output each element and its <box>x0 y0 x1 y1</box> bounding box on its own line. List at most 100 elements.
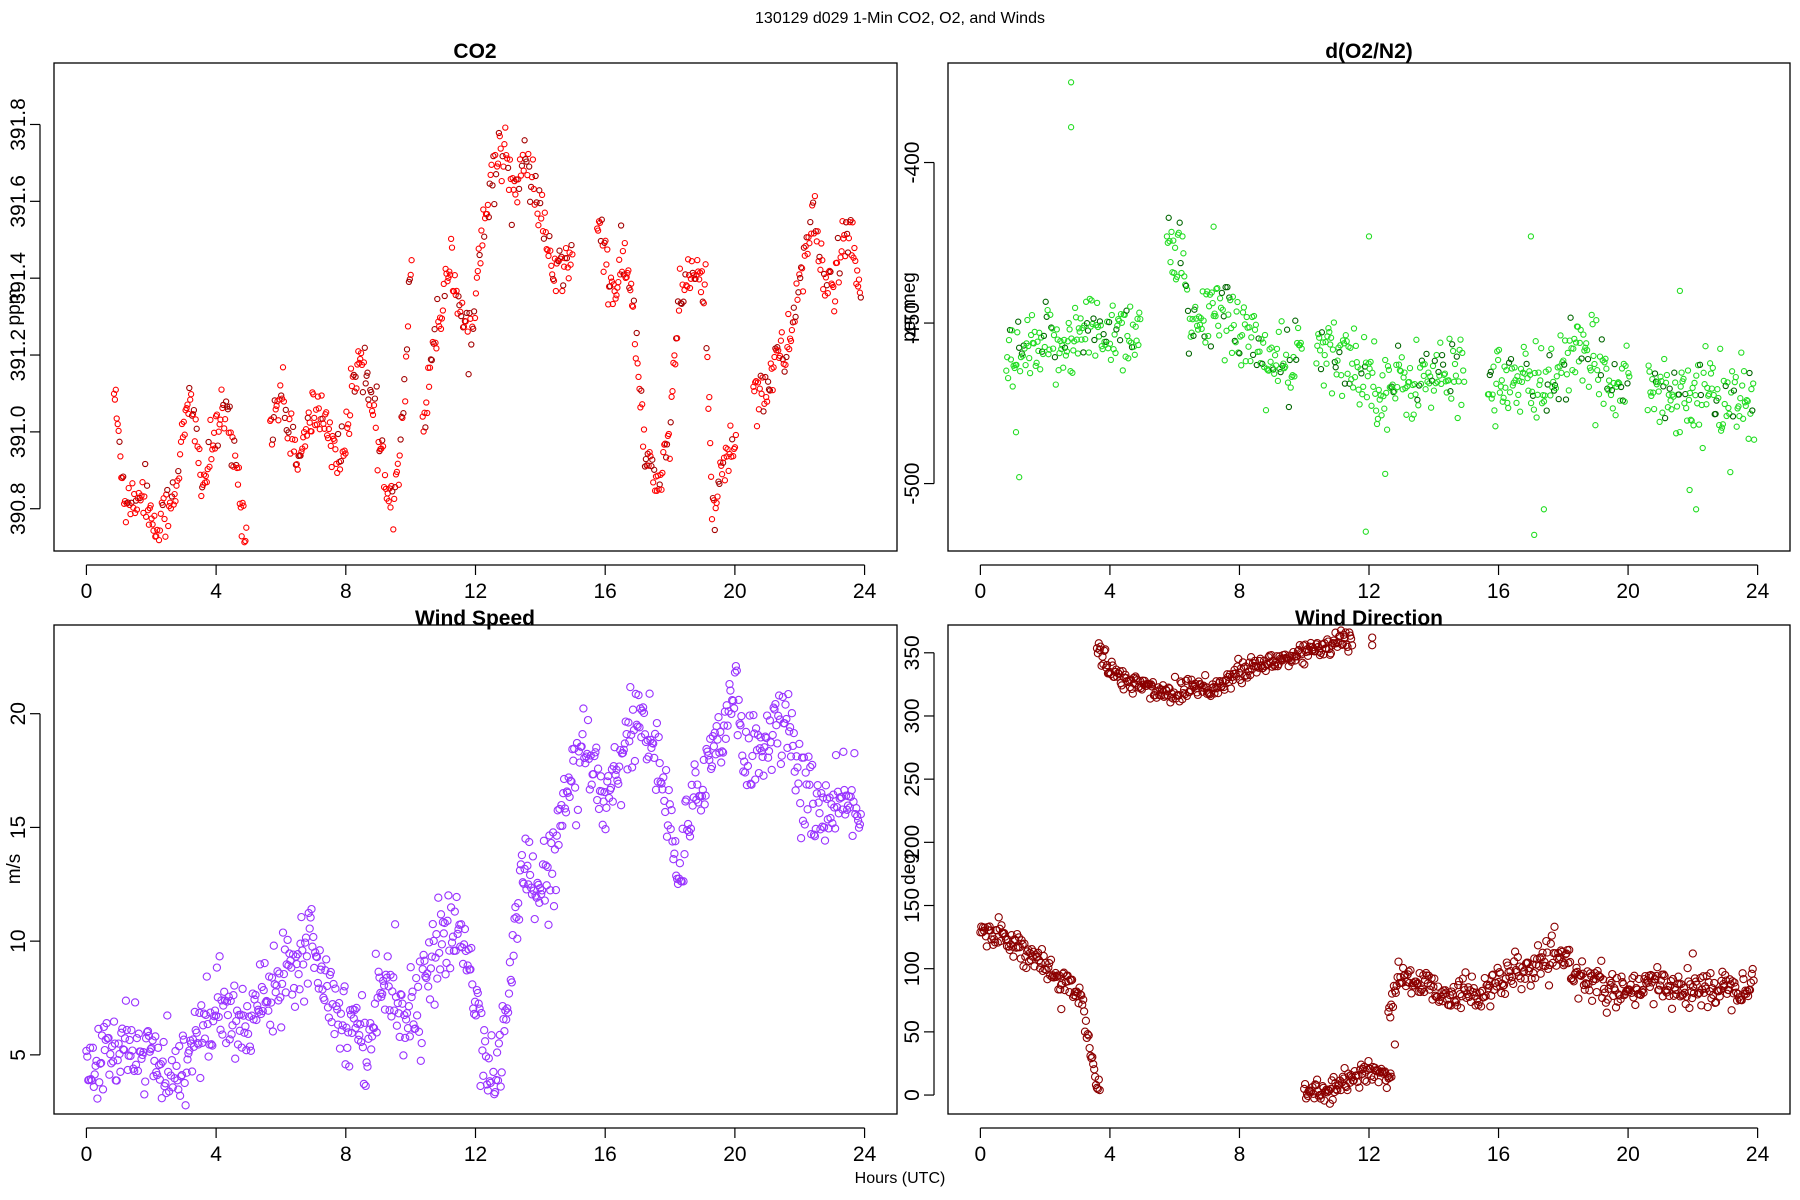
wspd-data-point <box>93 1094 102 1103</box>
o2-data-point <box>1445 377 1452 384</box>
co2-data-point <box>342 450 349 457</box>
wspd-data-point <box>201 1010 210 1020</box>
wspd-data-point <box>655 758 664 768</box>
o2-data-point <box>1042 298 1049 305</box>
wdir-data-point <box>985 922 994 931</box>
wspd-data-point <box>266 998 276 1007</box>
co2-data-point <box>155 536 163 544</box>
wspd-data-point <box>802 780 811 789</box>
o2-data-point <box>1686 389 1694 397</box>
wspd-data-point <box>494 1039 504 1048</box>
co2-data-point <box>446 268 453 275</box>
o2-y-tick-label: -400 <box>901 142 924 184</box>
wspd-data-point <box>699 755 708 765</box>
wspd-data-point <box>666 824 675 834</box>
co2-data-point <box>282 406 289 414</box>
wspd-data-point <box>447 938 457 947</box>
wind-direction-ylabel: deg <box>899 853 920 885</box>
o2-data-point <box>1522 350 1529 357</box>
o2-x-tick-label: 0 <box>975 580 987 603</box>
o2-data-point <box>1587 367 1594 374</box>
co2-data-point <box>336 466 344 473</box>
o2-data-point <box>1496 389 1504 396</box>
o2-data-point <box>1501 363 1508 370</box>
figure-xlabel: Hours (UTC) <box>855 1170 946 1187</box>
co2-ylabel: ppm <box>4 289 25 326</box>
wspd-data-point <box>253 1001 262 1010</box>
co2-data-point <box>533 199 540 206</box>
wdir-data-point <box>1565 957 1575 967</box>
wspd-data-point <box>108 1057 118 1066</box>
co2-data-point <box>390 526 397 533</box>
o2-data-point <box>1696 361 1704 368</box>
o2-data-point <box>1506 389 1514 396</box>
wspd-data-point <box>850 749 859 758</box>
wdir-data-point <box>1617 972 1626 981</box>
wdir-data-point <box>1621 987 1631 996</box>
co2-data-point <box>426 364 434 371</box>
wspd-data-point <box>223 1010 233 1020</box>
o2-data-point <box>1358 370 1365 377</box>
o2-data-point <box>1677 383 1684 390</box>
o2-data-point <box>1606 383 1614 390</box>
wspd-data-point <box>656 777 665 787</box>
o2-data-point <box>1562 396 1570 403</box>
co2-data-point <box>725 467 732 475</box>
wdir-data-point <box>1301 1094 1311 1103</box>
wspd-data-point <box>716 727 725 737</box>
o2-data-point <box>1449 341 1456 348</box>
wspd-data-point <box>96 1058 106 1068</box>
co2-data-point <box>147 502 154 509</box>
o2-data-point <box>1362 528 1369 535</box>
wdir-data-point <box>1668 974 1678 984</box>
o2-data-point <box>1022 361 1029 369</box>
wdir-data-point <box>1483 980 1492 989</box>
co2-data-point <box>547 247 554 254</box>
o2-data-point <box>1594 376 1602 383</box>
o2-data-point <box>1259 360 1266 367</box>
wspd-data-point <box>258 1006 267 1016</box>
wspd-data-point <box>320 995 329 1005</box>
wspd-data-point <box>412 973 421 983</box>
o2-data-point <box>1126 337 1133 345</box>
co2-data-point <box>609 300 616 308</box>
o2-data-point <box>1390 388 1397 396</box>
wdir-data-point <box>1541 961 1550 971</box>
o2-data-point <box>1255 335 1262 342</box>
co2-data-point <box>149 521 156 528</box>
wspd-data-point <box>734 695 743 705</box>
wdir-data-point <box>1434 997 1444 1006</box>
o2-data-point <box>1025 342 1032 350</box>
wspd-data-point <box>262 996 271 1006</box>
o2-data-point <box>1026 354 1033 362</box>
o2-data-point <box>1403 411 1410 418</box>
o2-data-point <box>1511 364 1518 371</box>
wspd-data-point <box>539 836 549 845</box>
co2-data-point <box>774 344 781 351</box>
co2-data-point <box>344 424 351 432</box>
co2-data-point <box>545 252 552 260</box>
co2-data-point <box>187 391 195 398</box>
o2-data-point <box>1246 324 1253 331</box>
wdir-data-point <box>1107 657 1116 666</box>
wdir-data-point <box>1302 645 1312 654</box>
wspd-data-point <box>504 989 514 998</box>
wspd-data-point <box>352 1003 361 1013</box>
wdir-data-point <box>1412 979 1422 989</box>
o2-data-point <box>1336 348 1343 356</box>
co2-data-point <box>478 227 485 234</box>
o2-data-point <box>1168 228 1175 236</box>
wspd-data-point <box>157 1094 166 1103</box>
wspd-data-point <box>743 761 753 771</box>
o2-data-point <box>1718 424 1726 431</box>
o2-data-point <box>1678 369 1685 376</box>
wspd-x-tick-label: 8 <box>340 1143 352 1166</box>
wspd-data-point <box>817 789 826 798</box>
co2-data-point <box>698 268 706 275</box>
wspd-data-point <box>314 984 323 993</box>
wspd-data-point <box>762 711 772 720</box>
wdir-data-point <box>1655 981 1665 990</box>
o2-data-point <box>1700 369 1707 376</box>
co2-data-point <box>705 405 712 412</box>
co2-data-point <box>370 402 378 409</box>
